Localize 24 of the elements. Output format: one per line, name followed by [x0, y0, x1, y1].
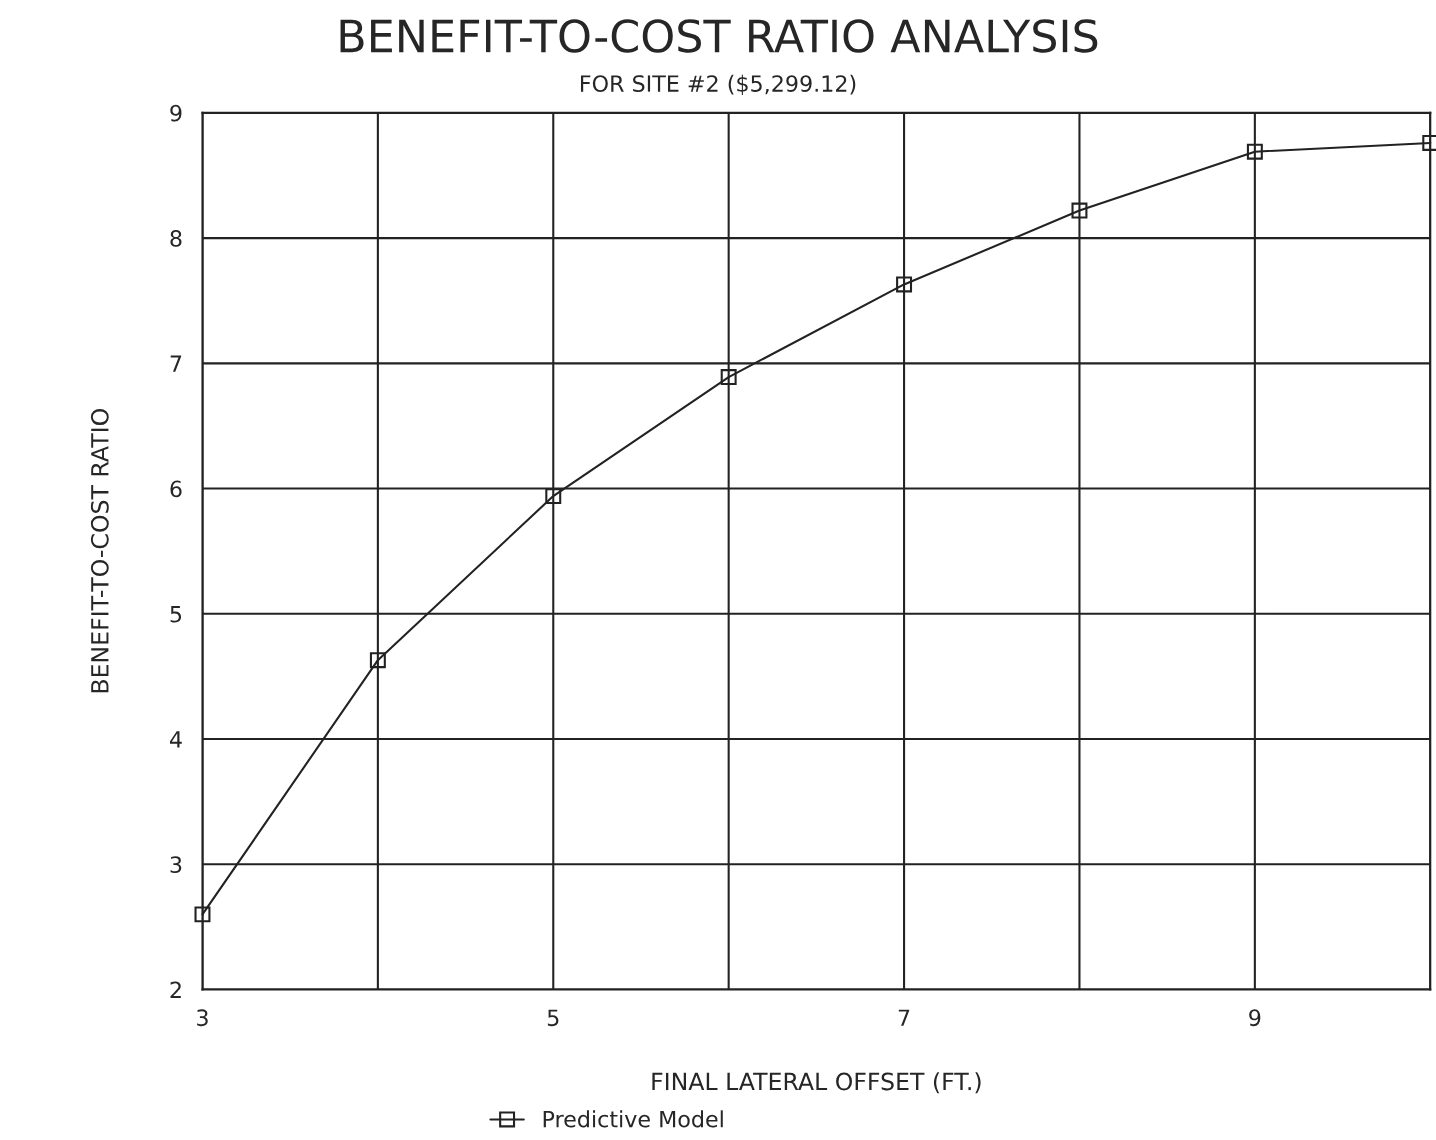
y-tick-label: 8	[170, 230, 182, 247]
point	[545, 488, 562, 505]
point	[369, 652, 386, 669]
legend-label: Predictive Model	[543, 1110, 723, 1128]
y-tick-label: 7	[170, 355, 182, 372]
point	[194, 906, 211, 923]
x-axis-title: FINAL LATERAL OFFSET (FT.)	[652, 1072, 981, 1094]
point	[720, 369, 737, 386]
y-axis-title: BENEFIT-TO-COST RATIO	[90, 409, 109, 693]
point	[1071, 202, 1088, 219]
y-tick-label: 4	[169, 731, 182, 748]
point	[896, 276, 913, 293]
chart-subtitle: FOR SITE #2 ($5,299.12)	[580, 74, 856, 95]
x-tick-label: 7	[898, 1009, 910, 1026]
y-tick-label: 5	[170, 606, 182, 623]
x-tick-label: 3	[197, 1009, 208, 1027]
y-tick-label: 3	[170, 856, 182, 874]
point	[1246, 143, 1263, 160]
y-tick-label: 2	[170, 981, 181, 998]
x-tick-label: 5	[547, 1009, 559, 1027]
x-tick-label: 9	[1249, 1009, 1261, 1027]
y-tick-label: 9	[170, 104, 182, 122]
y-tick-label: 6	[170, 480, 182, 498]
chart-title: BENEFIT-TO-COST RATIO ANALYSIS	[340, 19, 1098, 53]
